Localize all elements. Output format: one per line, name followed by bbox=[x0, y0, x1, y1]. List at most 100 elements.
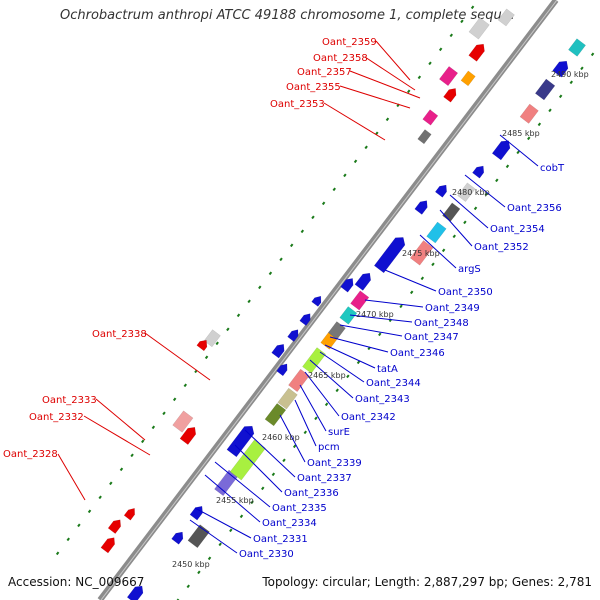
gene-label-oant-2342[interactable]: Oant_2342 bbox=[341, 412, 396, 423]
gene-label-oant-2350[interactable]: Oant_2350 bbox=[438, 287, 493, 298]
gene-feature bbox=[422, 109, 439, 126]
tick-mark bbox=[239, 514, 244, 519]
gene-label-tata[interactable]: tatA bbox=[377, 364, 398, 375]
leader-line bbox=[294, 399, 317, 447]
tick-mark bbox=[207, 556, 212, 561]
tick-mark bbox=[590, 52, 595, 57]
gene-label-oant-2338[interactable]: Oant_2338 bbox=[92, 329, 147, 340]
gene-label-oant-2346[interactable]: Oant_2346 bbox=[390, 348, 445, 359]
gene-label-oant-2347[interactable]: Oant_2347 bbox=[404, 332, 459, 343]
leader-line bbox=[194, 507, 252, 539]
tick-mark bbox=[470, 5, 475, 10]
gene-feature bbox=[468, 17, 490, 40]
tick-mark bbox=[66, 537, 70, 542]
gene-label-oant-2331[interactable]: Oant_2331 bbox=[253, 534, 308, 545]
gene-label-oant-2336[interactable]: Oant_2336 bbox=[284, 488, 339, 499]
gene-label-oant-2356[interactable]: Oant_2356 bbox=[507, 203, 562, 214]
tick-mark bbox=[141, 439, 145, 444]
gene-label-oant-2349[interactable]: Oant_2349 bbox=[425, 303, 480, 314]
tick-mark bbox=[537, 122, 542, 127]
gene-label-oant-2332[interactable]: Oant_2332 bbox=[29, 412, 84, 423]
scale-label-2485: 2485 kbp bbox=[502, 129, 540, 138]
tick-mark bbox=[375, 131, 379, 136]
genome-summary: Topology: circular; Length: 2,887,297 bp… bbox=[262, 575, 592, 589]
tick-mark bbox=[460, 19, 464, 24]
gene-feature bbox=[409, 240, 434, 266]
gene-feature bbox=[299, 313, 311, 326]
gene-label-oant-2359[interactable]: Oant_2359 bbox=[322, 37, 377, 48]
gene-label-pcm[interactable]: pcm bbox=[318, 442, 340, 453]
gene-feature bbox=[460, 70, 476, 87]
gene-label-oant-2339[interactable]: Oant_2339 bbox=[307, 458, 362, 469]
gene-label-oant-2357[interactable]: Oant_2357 bbox=[297, 67, 352, 78]
tick-mark bbox=[183, 383, 188, 388]
gene-label-oant-2343[interactable]: Oant_2343 bbox=[355, 394, 410, 405]
tick-mark bbox=[292, 444, 297, 449]
tick-mark bbox=[428, 61, 432, 66]
leader-line bbox=[83, 415, 151, 456]
leader-line bbox=[339, 85, 411, 109]
tick-mark bbox=[378, 332, 382, 337]
tick-mark bbox=[505, 164, 510, 169]
tick-mark bbox=[548, 108, 552, 113]
gene-feature bbox=[519, 103, 539, 124]
gene-label-oant-2355[interactable]: Oant_2355 bbox=[286, 82, 341, 93]
gene-label-oant-2358[interactable]: Oant_2358 bbox=[313, 53, 368, 64]
scale-label-2470: 2470 kbp bbox=[356, 310, 394, 319]
tick-mark bbox=[484, 192, 488, 197]
leader-line bbox=[299, 384, 327, 432]
tick-mark bbox=[218, 542, 222, 547]
gene-feature bbox=[311, 295, 322, 307]
tick-mark bbox=[558, 94, 563, 99]
tick-mark bbox=[119, 467, 124, 472]
gene-feature bbox=[417, 129, 432, 145]
leader-line bbox=[95, 398, 146, 441]
gene-feature bbox=[491, 140, 511, 161]
tick-mark bbox=[258, 285, 262, 290]
gene-label-oant-2333[interactable]: Oant_2333 bbox=[42, 395, 97, 406]
tick-mark bbox=[438, 47, 443, 52]
tick-mark bbox=[364, 145, 368, 150]
tick-mark bbox=[407, 89, 411, 94]
gene-label-oant-2344[interactable]: Oant_2344 bbox=[366, 378, 421, 389]
gene-label-oant-2328[interactable]: Oant_2328 bbox=[3, 449, 58, 460]
gene-label-oant-2334[interactable]: Oant_2334 bbox=[262, 518, 317, 529]
tick-mark bbox=[452, 234, 456, 239]
gene-feature bbox=[534, 78, 556, 101]
scale-label-2450: 2450 kbp bbox=[172, 560, 210, 569]
gene-feature bbox=[426, 221, 447, 244]
tick-mark bbox=[109, 481, 113, 486]
gene-label-args[interactable]: argS bbox=[458, 264, 481, 275]
gene-label-oant-2354[interactable]: Oant_2354 bbox=[490, 224, 545, 235]
gene-label-sure[interactable]: surE bbox=[328, 427, 350, 438]
gene-label-oant-2337[interactable]: Oant_2337 bbox=[297, 473, 352, 484]
tick-mark bbox=[186, 584, 190, 589]
tick-mark bbox=[236, 313, 241, 318]
tick-mark bbox=[303, 430, 308, 435]
tick-mark bbox=[410, 290, 414, 295]
gene-feature bbox=[123, 507, 135, 521]
tick-mark bbox=[130, 453, 134, 458]
gene-label-oant-2353[interactable]: Oant_2353 bbox=[270, 99, 325, 110]
gene-label-oant-2352[interactable]: Oant_2352 bbox=[474, 242, 529, 253]
tick-mark bbox=[204, 355, 209, 360]
leader-line bbox=[449, 194, 489, 229]
gene-feature bbox=[196, 339, 208, 352]
leader-line bbox=[279, 414, 306, 463]
tick-marks bbox=[55, 5, 595, 600]
gene-feature bbox=[442, 202, 461, 222]
tick-mark bbox=[463, 220, 467, 225]
tick-mark bbox=[282, 458, 286, 463]
scale-label-2460: 2460 kbp bbox=[262, 433, 300, 442]
gene-label-cobt[interactable]: cobT bbox=[540, 163, 565, 174]
gene-feature bbox=[339, 306, 358, 325]
leader-line bbox=[364, 56, 416, 91]
gene-feature bbox=[271, 343, 285, 359]
leader-line bbox=[323, 102, 386, 141]
gene-label-oant-2330[interactable]: Oant_2330 bbox=[239, 549, 294, 560]
gene-label-oant-2348[interactable]: Oant_2348 bbox=[414, 318, 469, 329]
gene-feature bbox=[288, 368, 310, 393]
tick-mark bbox=[268, 271, 273, 276]
gene-label-oant-2335[interactable]: Oant_2335 bbox=[272, 503, 327, 514]
